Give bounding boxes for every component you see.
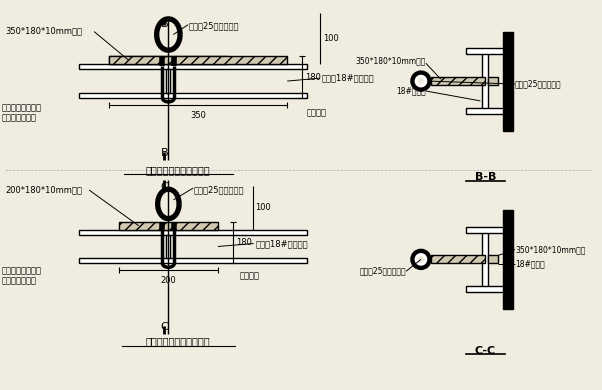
Bar: [109, 56, 287, 64]
Text: 主梁（18#工字钢）: 主梁（18#工字钢）: [322, 74, 374, 83]
Text: 100: 100: [255, 203, 272, 213]
Bar: [503, 210, 513, 309]
Bar: [465, 286, 505, 292]
Text: 18#工字钢: 18#工字钢: [396, 87, 426, 96]
Text: C: C: [161, 182, 169, 192]
Text: 180: 180: [236, 238, 252, 247]
Text: 吊环（25圆钢制作）: 吊环（25圆钢制作）: [193, 185, 244, 194]
Text: 双面焊接: 双面焊接: [307, 108, 327, 117]
Text: 180: 180: [305, 73, 321, 82]
Text: 圆钢弯折至工字钢
底部并双面焊接: 圆钢弯折至工字钢 底部并双面焊接: [2, 103, 42, 122]
Bar: [166, 69, 170, 93]
Text: 200*180*10mm铁板: 200*180*10mm铁板: [5, 185, 82, 194]
Text: 起吊点与主梁连接节点图: 起吊点与主梁连接节点图: [146, 337, 211, 347]
Text: 350*180*10mm铁板: 350*180*10mm铁板: [515, 245, 585, 254]
Bar: [166, 235, 170, 259]
Text: 圆钢弯折至工字钢
底部并双面焊接: 圆钢弯折至工字钢 底部并双面焊接: [2, 266, 42, 286]
Text: 18#工字钢: 18#工字钢: [515, 260, 545, 269]
Text: 拉结点与主梁连接节点图: 拉结点与主梁连接节点图: [146, 165, 211, 175]
Circle shape: [413, 73, 429, 89]
Bar: [465, 108, 505, 114]
Text: C-C: C-C: [475, 346, 496, 356]
Circle shape: [416, 76, 426, 86]
Bar: [431, 77, 485, 85]
Bar: [482, 51, 488, 111]
Text: 350: 350: [190, 111, 206, 120]
Bar: [488, 255, 498, 263]
Bar: [503, 32, 513, 131]
Bar: [431, 255, 485, 263]
Bar: [79, 64, 307, 69]
Text: 350*180*10mm铁板: 350*180*10mm铁板: [356, 57, 426, 66]
Text: 吊环（25圆钢制作）: 吊环（25圆钢制作）: [359, 267, 406, 276]
Text: B-B: B-B: [474, 172, 496, 182]
Text: 100: 100: [323, 34, 339, 43]
Bar: [465, 48, 505, 54]
Bar: [79, 230, 307, 235]
Circle shape: [416, 254, 426, 264]
Text: 350*180*10mm铁板: 350*180*10mm铁板: [5, 27, 82, 35]
Text: 主梁（18#工字钢）: 主梁（18#工字钢）: [255, 239, 308, 248]
Text: 200: 200: [161, 276, 176, 285]
Text: B: B: [161, 19, 168, 29]
Text: 双面焊接: 双面焊接: [240, 272, 259, 281]
Bar: [79, 93, 307, 98]
Bar: [482, 230, 488, 289]
Bar: [79, 259, 307, 263]
Text: 吊环（25圆钢制作）: 吊环（25圆钢制作）: [188, 22, 238, 31]
Bar: [488, 77, 498, 85]
Text: C: C: [161, 322, 169, 332]
Bar: [109, 56, 228, 64]
Circle shape: [413, 252, 429, 267]
Text: 吊环（25圆钢制作）: 吊环（25圆钢制作）: [515, 80, 562, 89]
Bar: [465, 227, 505, 233]
Text: B: B: [161, 148, 168, 158]
Bar: [119, 222, 218, 230]
